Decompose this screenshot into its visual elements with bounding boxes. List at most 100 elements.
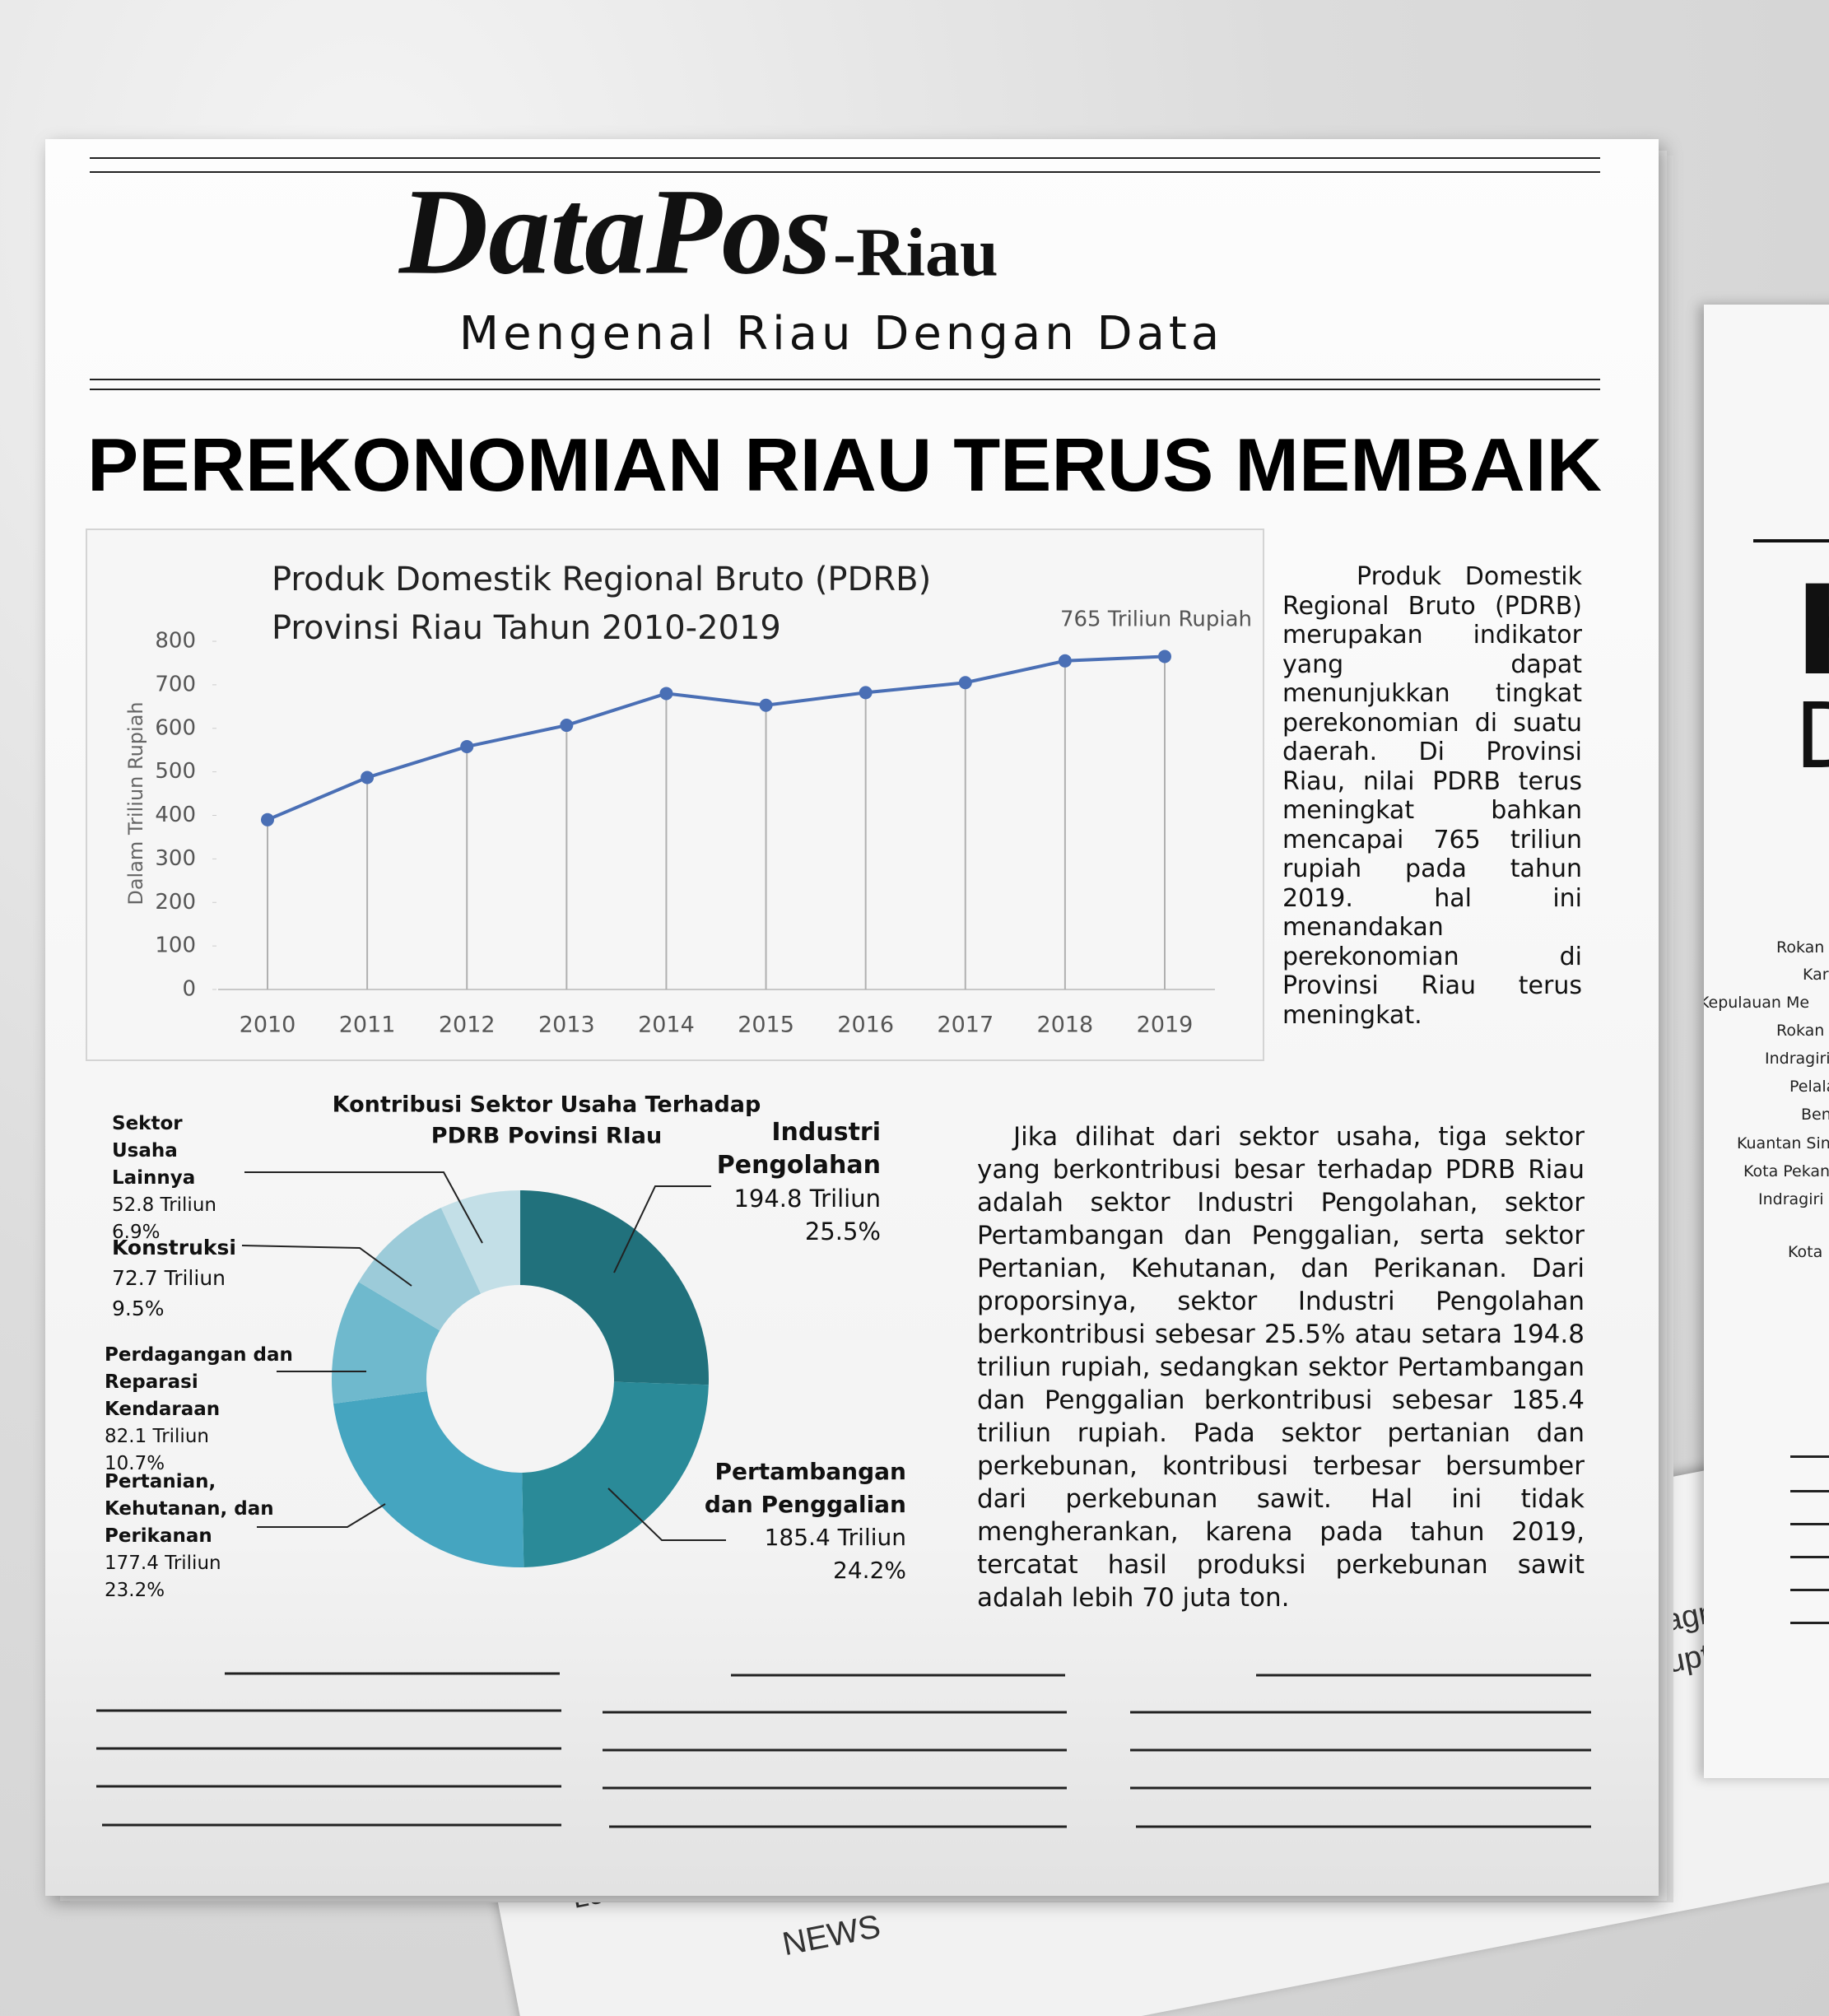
paragraph: Jika dilihat dari sektor usaha, tiga sek… <box>977 1122 1585 1613</box>
point <box>759 698 773 712</box>
back-newspaper: KD Rokan Kar Kepulauan Me Rokan Indragiri Pela… <box>1704 305 1829 1778</box>
masthead: DataPos <box>398 163 831 300</box>
donut-segment <box>520 1190 710 1385</box>
data-label: Pertambangan dan Penggalian 185.4 Triliun… <box>659 1455 906 1587</box>
percent-label: 6.9% <box>112 1222 161 1243</box>
side-label: Kota Pekan <box>1743 1162 1829 1180</box>
rule <box>1790 1455 1829 1458</box>
x-tick-label: 2013 <box>538 1013 595 1038</box>
chart-subtitle: PDRB Povinsi RIau <box>431 1124 662 1149</box>
data-label: Sektor Usaha Lainnya 52.8 Triliun 6.9% <box>112 1110 252 1246</box>
y-tick-label: 400 <box>155 803 196 827</box>
y-tick-label: 100 <box>155 934 196 958</box>
amount-label: 52.8 Triliun <box>112 1194 216 1216</box>
side-label: Indragiri <box>1758 1190 1824 1208</box>
footer-rules <box>96 1672 1591 1828</box>
side-big-letter: K <box>1794 560 1829 703</box>
point <box>659 687 673 701</box>
amount-label: 185.4 Triliun <box>764 1524 906 1551</box>
amount-label: 194.8 Triliun <box>733 1185 881 1213</box>
tagline: Mengenal Riau Dengan Data <box>459 307 1223 361</box>
side-label: Kota Du <box>1788 1243 1829 1261</box>
donut-segment <box>358 1208 482 1331</box>
chart-title: Kontribusi Sektor Usaha Terhadap <box>333 1092 761 1118</box>
x-tick-label: 2014 <box>638 1013 695 1038</box>
donut-segment <box>522 1381 709 1567</box>
x-tick-label: 2012 <box>439 1013 496 1038</box>
chart-subtitle: Provinsi Riau Tahun 2010-2019 <box>272 609 781 647</box>
side-label: Kar <box>1803 966 1829 984</box>
amount-label: 177.4 Triliun <box>105 1553 221 1574</box>
category-label: Perdagangan dan Reparasi Kendaraan <box>105 1344 293 1420</box>
leader-line <box>613 1185 711 1273</box>
point <box>460 739 474 753</box>
rule <box>1790 1589 1829 1591</box>
percent-label: 9.5% <box>112 1297 165 1320</box>
percent-label: 25.5% <box>804 1218 881 1245</box>
amount-label: 72.7 Triliun <box>112 1266 226 1290</box>
y-axis-label: Dalam Triliun Rupiah <box>124 701 147 905</box>
annotation: 765 Triliun Rupiah <box>1060 608 1252 632</box>
category-label: Konstruksi <box>112 1236 236 1259</box>
paragraph: Produk Domestik Regional Bruto (PDRB) me… <box>1282 562 1582 1030</box>
point <box>261 812 274 826</box>
amount-label: 82.1 Triliun <box>105 1426 209 1447</box>
leader-line <box>607 1488 726 1541</box>
percent-label: 24.2% <box>833 1557 906 1584</box>
donut-segment <box>333 1390 524 1567</box>
y-tick-label: 600 <box>155 715 196 740</box>
percent-label: 23.2% <box>105 1580 165 1601</box>
side-label: Rokan <box>1776 1022 1825 1040</box>
chart-frame <box>86 528 1264 1061</box>
masthead-suffix: -Riau <box>833 214 998 291</box>
y-tick-label: 300 <box>155 846 196 871</box>
point <box>958 676 972 690</box>
leader-line <box>241 1245 412 1287</box>
category-label: Pertambangan dan Penggalian <box>704 1458 906 1518</box>
donut-segment <box>440 1190 520 1294</box>
y-tick-label: 700 <box>155 672 196 696</box>
x-tick-label: 2018 <box>1037 1013 1094 1038</box>
data-label: Konstruksi 72.7 Triliun 9.5% <box>112 1232 277 1324</box>
side-label: Indragiri <box>1765 1050 1829 1068</box>
point <box>361 771 375 785</box>
y-tick-label: 800 <box>155 629 196 654</box>
x-tick-label: 2010 <box>240 1013 296 1038</box>
x-tick-label: 2017 <box>937 1013 994 1038</box>
data-label: Pertanian, Kehutanan, dan Perikanan 177.4… <box>105 1469 327 1604</box>
y-tick-label: 200 <box>155 890 196 915</box>
rule <box>1790 1556 1829 1558</box>
data-label: Industri Pengolahan 194.8 Triliun 25.5% <box>667 1116 881 1248</box>
category-label: Sektor Usaha Lainnya <box>112 1113 196 1189</box>
headline: PEREKONOMIAN RIAU TERUS MEMBAIK <box>87 424 1602 507</box>
point <box>1158 649 1171 663</box>
side-label: Kuantan Sing <box>1737 1134 1829 1152</box>
rule <box>1790 1622 1829 1624</box>
side-label: Beng <box>1801 1106 1829 1124</box>
y-tick-label: 0 <box>182 977 196 1002</box>
leader-line <box>257 1503 386 1528</box>
category-label: Pertanian, Kehutanan, dan Perikanan <box>105 1471 274 1547</box>
x-tick-label: 2019 <box>1137 1013 1194 1038</box>
point <box>560 719 574 733</box>
percent-label: 10.7% <box>105 1453 165 1474</box>
side-big-letter: D <box>1794 683 1829 789</box>
line <box>267 654 1166 822</box>
side-label: Kepulauan Me <box>1704 994 1810 1012</box>
rule <box>1790 1523 1829 1525</box>
x-tick-label: 2016 <box>837 1013 894 1038</box>
data-label: Perdagangan dan Reparasi Kendaraan 82.1 T… <box>105 1342 310 1478</box>
x-tick-label: 2015 <box>738 1013 794 1038</box>
point <box>1058 654 1072 668</box>
point <box>859 686 873 700</box>
x-tick-label: 2011 <box>339 1013 396 1038</box>
leader-line <box>244 1171 483 1244</box>
donut-segment <box>331 1282 440 1404</box>
rule <box>1790 1490 1829 1492</box>
side-label: Rokan <box>1776 938 1825 957</box>
rule <box>1753 539 1829 542</box>
side-label: Pelala <box>1789 1078 1829 1096</box>
y-tick-label: 500 <box>155 759 196 784</box>
